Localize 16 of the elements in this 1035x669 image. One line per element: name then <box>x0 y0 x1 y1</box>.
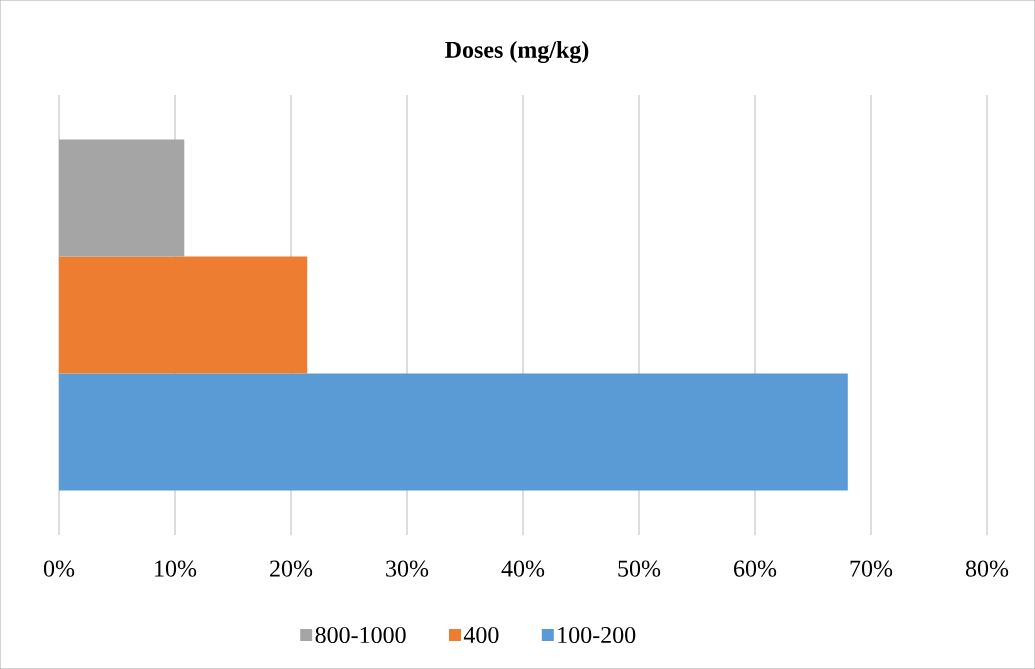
x-tick-label: 30% <box>386 560 429 577</box>
legend-label: 800-1000 <box>315 626 406 644</box>
legend-label: 100-200 <box>558 626 636 644</box>
bar <box>59 256 308 374</box>
x-tick-label: 80% <box>965 560 1009 577</box>
bar <box>59 139 185 257</box>
x-tick-label: 40% <box>501 560 545 577</box>
chart-title: Doses (mg/kg) <box>445 41 589 63</box>
x-tick-label: 10% <box>155 560 197 577</box>
x-tick-label: 70% <box>850 560 893 577</box>
x-tick-label: 20% <box>270 560 313 577</box>
x-tick-label: 0% <box>43 560 75 577</box>
bar <box>59 373 848 491</box>
x-tick-label: 60% <box>734 560 777 577</box>
legend-label: 400 <box>463 626 499 644</box>
x-tick-label: 50% <box>618 560 661 577</box>
